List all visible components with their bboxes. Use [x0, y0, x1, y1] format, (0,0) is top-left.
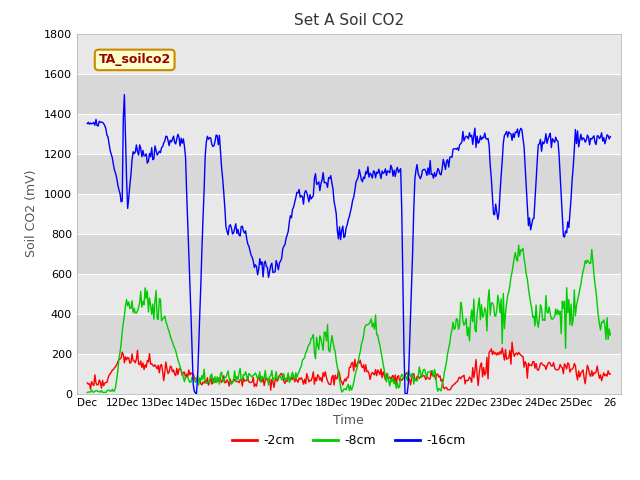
X-axis label: Time: Time	[333, 414, 364, 427]
Text: TA_soilco2: TA_soilco2	[99, 53, 171, 66]
Bar	[77, 274, 621, 313]
Bar	[77, 34, 621, 73]
Bar	[77, 193, 621, 234]
Legend: -2cm, -8cm, -16cm: -2cm, -8cm, -16cm	[227, 429, 470, 452]
Bar	[77, 114, 621, 154]
Bar	[77, 354, 621, 394]
Y-axis label: Soil CO2 (mV): Soil CO2 (mV)	[25, 170, 38, 257]
Title: Set A Soil CO2: Set A Soil CO2	[294, 13, 404, 28]
Bar	[77, 73, 621, 114]
Bar	[77, 313, 621, 354]
Bar	[77, 154, 621, 193]
Bar	[77, 234, 621, 274]
